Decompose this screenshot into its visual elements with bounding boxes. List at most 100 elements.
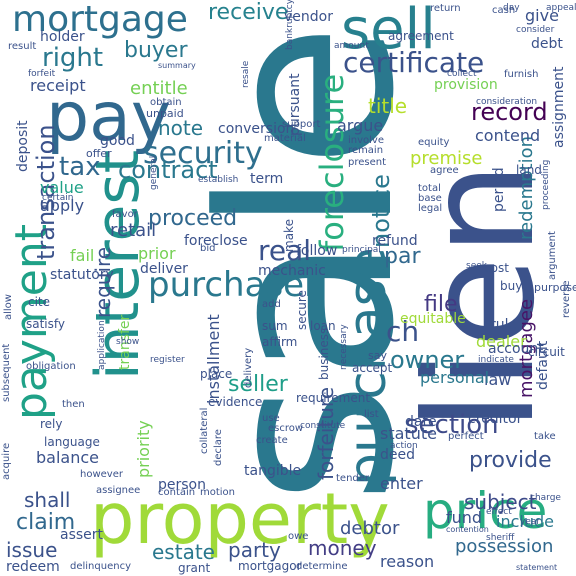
word-term: term [250,171,284,187]
word-creditor: creditor [468,411,523,427]
word-escrow: escrow [268,423,304,434]
word-add: add [262,299,281,310]
word-appeal: appeal [546,3,576,13]
word-then: then [62,399,85,410]
word-owe: owe [288,531,309,542]
word-buyer: buyer [124,38,188,63]
word-principal: principal [342,245,381,255]
word-unpaid: unpaid [146,107,184,120]
word-retail: retail [110,220,157,241]
word-delivery: delivery [243,347,254,388]
word-secure: secure [295,290,309,330]
word-favor: favor [112,209,138,220]
word-bid: bid [200,243,216,254]
word-tender: tender [336,473,370,484]
word-contract: contract [118,156,218,184]
word-price: price [423,482,548,540]
word-estate: estate [152,540,215,564]
word-entitle: entitle [130,78,188,99]
word-sheriff: sheriff [486,533,515,543]
word-return: return [430,3,461,14]
word-obligation: obligation [26,361,76,372]
word-summary: summary [158,61,196,70]
word-seek: seek [466,261,487,271]
word-owner: owner [390,346,465,374]
word-argue: argue [337,116,384,135]
word-argument: argument [547,231,558,280]
word-reverse: reverse [561,280,572,318]
word-collateral: collateral [199,407,210,454]
word-purchaser: purchaser [148,265,319,305]
word-party: party [228,538,281,562]
word-sum: sum [262,319,288,333]
word-assignee: assignee [96,485,141,496]
word-delinquency: delinquency [70,561,131,572]
word-apply: apply [40,196,85,215]
word-period: period [491,167,507,212]
word-vendor: vendor [284,9,333,25]
word-fail: fail [70,246,95,265]
word-deposit: deposit [15,120,31,172]
word-motion: motion [200,487,236,498]
word-date: date [405,414,437,430]
word-real: real [258,234,312,267]
word-debtor: debtor [340,518,400,539]
word-ch: ch [386,315,420,348]
word-acquire: acquire [1,442,12,480]
word-place: place [200,367,233,381]
word-perfect: perfect [448,431,484,442]
word-contain: contain [158,487,196,498]
word-deliver: deliver [140,261,188,277]
word-say: say [368,349,387,362]
word-effect: effect [486,507,512,517]
word-base: base [418,193,442,204]
word-priority: priority [134,420,153,478]
word-certificate: certificate [343,46,485,79]
word-include: include [496,512,554,531]
word-contention: contention [446,525,489,534]
word-forfeit: forfeit [28,69,56,79]
word-account: account [488,341,544,357]
word-action: action [390,441,418,451]
word-equity: equity [418,137,450,148]
word-general: general [149,155,159,190]
word-rule: rule [490,317,518,333]
word-grant: grant [178,561,211,575]
word-seller: seller [228,372,288,397]
word-affirm: affirm [262,335,298,349]
word-shall: shall [24,488,71,512]
word-however: however [80,469,123,480]
word-mortgage: mortgage [12,0,188,40]
word-day: day [503,3,520,13]
word-loan: loan [310,319,336,333]
word-result: result [8,41,37,52]
word-satisfy: satisfy [26,317,66,331]
word-establish: establish [198,175,239,185]
word-law: law [484,370,512,389]
word-rely: rely [40,417,63,431]
word-mortgagor: mortgagor [238,559,302,573]
word-assert: assert [60,527,104,543]
word-register: register [150,355,185,365]
word-obtain: obtain [150,97,182,108]
word-make: make [282,219,296,252]
word-cite: cite [28,295,51,309]
word-allow: allow [3,294,14,320]
word-agreement: agreement [388,29,454,43]
word-record: record [471,98,548,126]
word-agree: agree [430,165,459,176]
word-property: property [90,478,390,560]
word-provide: provide [469,448,552,473]
word-year: year [520,517,541,527]
word-subject: subject [464,490,537,514]
word-legal: legal [418,203,443,214]
word-cost: cost [484,261,509,275]
word-statement: statement [516,563,558,572]
word-application: application [97,320,107,370]
word-tax: tax [59,152,101,182]
word-furnish: furnish [504,69,539,80]
word-pay: pay [46,78,172,157]
word-security: security [143,136,263,171]
word-support: support [282,119,321,130]
word-accept: accept [352,361,393,375]
